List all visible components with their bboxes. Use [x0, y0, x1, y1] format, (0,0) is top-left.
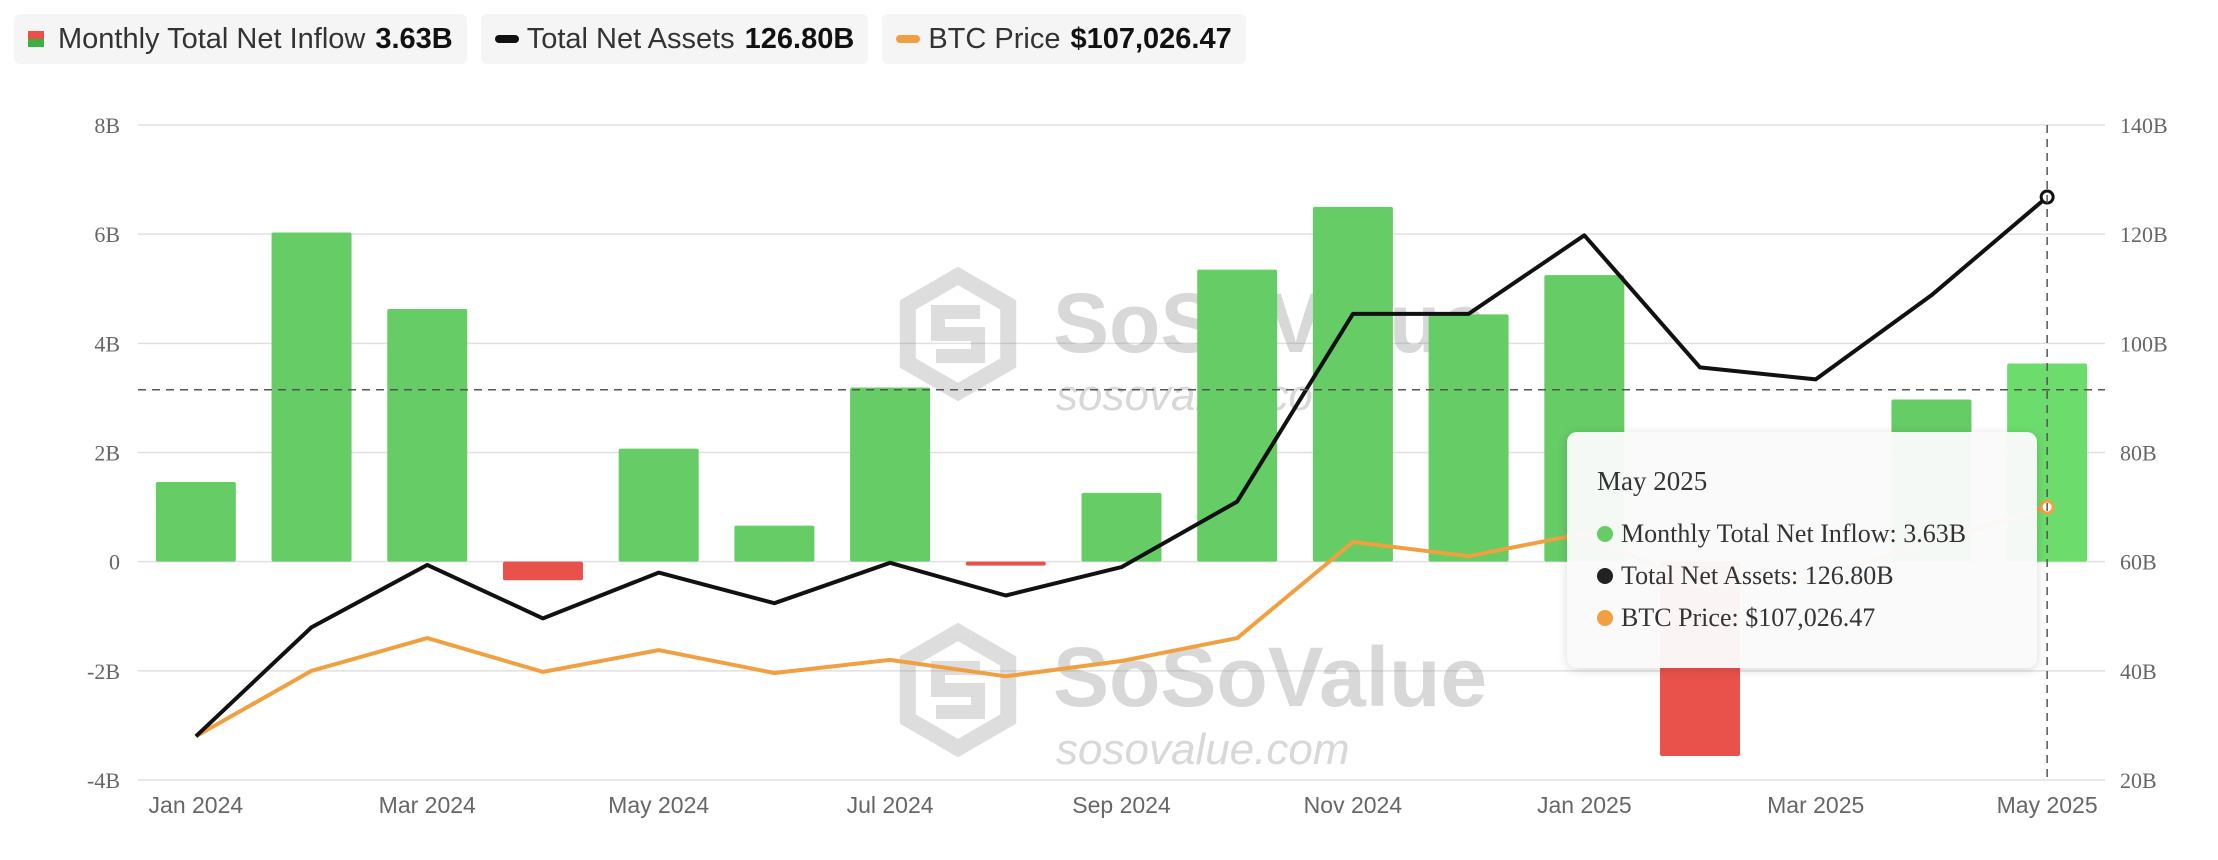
y-left-tick: 4B [94, 331, 120, 356]
y-right-tick: 20B [2120, 768, 2157, 793]
x-tick: Mar 2024 [379, 792, 476, 818]
tooltip-row-btc: BTC Price: $107,026.47 [1597, 597, 2037, 639]
y-left-tick: 8B [94, 113, 120, 138]
logo-s-mark [931, 305, 985, 363]
x-tick: Jul 2024 [847, 792, 934, 818]
inflow-bar[interactable] [1081, 492, 1162, 562]
y-right-tick: 100B [2120, 331, 2168, 356]
net-assets-line [194, 195, 2049, 738]
tooltip-row-inflow: Monthly Total Net Inflow: 3.63B [1597, 513, 2037, 555]
x-tick: May 2025 [1997, 792, 2098, 818]
y-left-tick: 2B [94, 441, 120, 466]
btc-swatch-icon [896, 35, 921, 43]
legend-assets-value: 126.80B [744, 22, 855, 55]
inflow-bar[interactable] [1428, 314, 1509, 562]
y-left-tick: -4B [87, 768, 120, 793]
tooltip-inflow: Monthly Total Net Inflow: 3.63B [1621, 519, 1967, 548]
btc-dot-icon [1597, 610, 1613, 626]
axes: 8B 140B 6B 120B 4B 100B 2B 80B 0 60B -2B 40B -4B 20B J… [87, 113, 2168, 818]
inflow-bars [155, 206, 2088, 756]
x-tick: May 2024 [608, 792, 709, 818]
inflow-bar[interactable] [850, 387, 931, 562]
inflow-bar[interactable] [734, 525, 815, 562]
assets-swatch-icon [494, 35, 519, 43]
legend-btc[interactable]: BTC Price $107,026.47 [882, 14, 1246, 64]
y-right-tick: 60B [2120, 550, 2157, 575]
legend-inflow-label: Monthly Total Net Inflow [58, 22, 366, 55]
tooltip-row-assets: Total Net Assets: 126.80B [1597, 555, 2037, 597]
y-left-tick: 0 [109, 550, 120, 575]
watermark-site: sosovalue.com [1056, 725, 1349, 774]
inflow-bar[interactable] [618, 448, 699, 562]
legend-bar: Monthly Total Net Inflow 3.63B Total Net… [14, 14, 1246, 64]
y-right-tick: 140B [2120, 113, 2168, 138]
tooltip-title: May 2025 [1597, 466, 1708, 496]
y-right-tick: 80B [2120, 441, 2157, 466]
y-right-tick: 120B [2120, 222, 2168, 247]
sosovalue-logo-icon [899, 622, 1017, 758]
legend-assets-label: Total Net Assets [526, 22, 735, 55]
inflow-bar[interactable] [1312, 206, 1393, 562]
tooltip: May 2025 Monthly Total Net Inflow: 3.63B… [1567, 432, 2037, 668]
x-tick: Nov 2024 [1304, 792, 1403, 818]
inflow-bar[interactable] [965, 561, 1046, 566]
inflow-bar[interactable] [502, 561, 583, 581]
y-left-tick: -2B [87, 659, 120, 684]
x-tick: Jan 2025 [1537, 792, 1632, 818]
inflow-bar[interactable] [271, 232, 352, 562]
y-left-tick: 6B [94, 222, 120, 247]
legend-btc-label: BTC Price [928, 22, 1061, 55]
x-tick: Jan 2024 [149, 792, 244, 818]
sosovalue-logo-icon [899, 266, 1017, 402]
legend-inflow-value: 3.63B [375, 22, 453, 55]
tooltip-assets: Total Net Assets: 126.80B [1621, 561, 1894, 590]
inflow-dot-icon [1597, 526, 1613, 542]
watermark-brand: SoSoValue [1053, 630, 1487, 724]
tooltip-btc: BTC Price: $107,026.47 [1621, 603, 1876, 632]
inflow-bar[interactable] [1197, 269, 1278, 562]
inflow-bar[interactable] [155, 481, 236, 562]
inflow-swatch-icon [28, 31, 44, 47]
legend-btc-value: $107,026.47 [1070, 22, 1232, 55]
assets-dot-icon [1597, 568, 1613, 584]
x-tick: Mar 2025 [1767, 792, 1864, 818]
legend-inflow[interactable]: Monthly Total Net Inflow 3.63B [14, 14, 467, 64]
x-tick: Sep 2024 [1072, 792, 1171, 818]
y-right-tick: 40B [2120, 659, 2157, 684]
logo-s-mark [931, 661, 985, 719]
logo-hexagon [899, 266, 1017, 402]
legend-assets[interactable]: Total Net Assets 126.80B [480, 14, 869, 64]
inflow-bar[interactable] [387, 308, 468, 562]
